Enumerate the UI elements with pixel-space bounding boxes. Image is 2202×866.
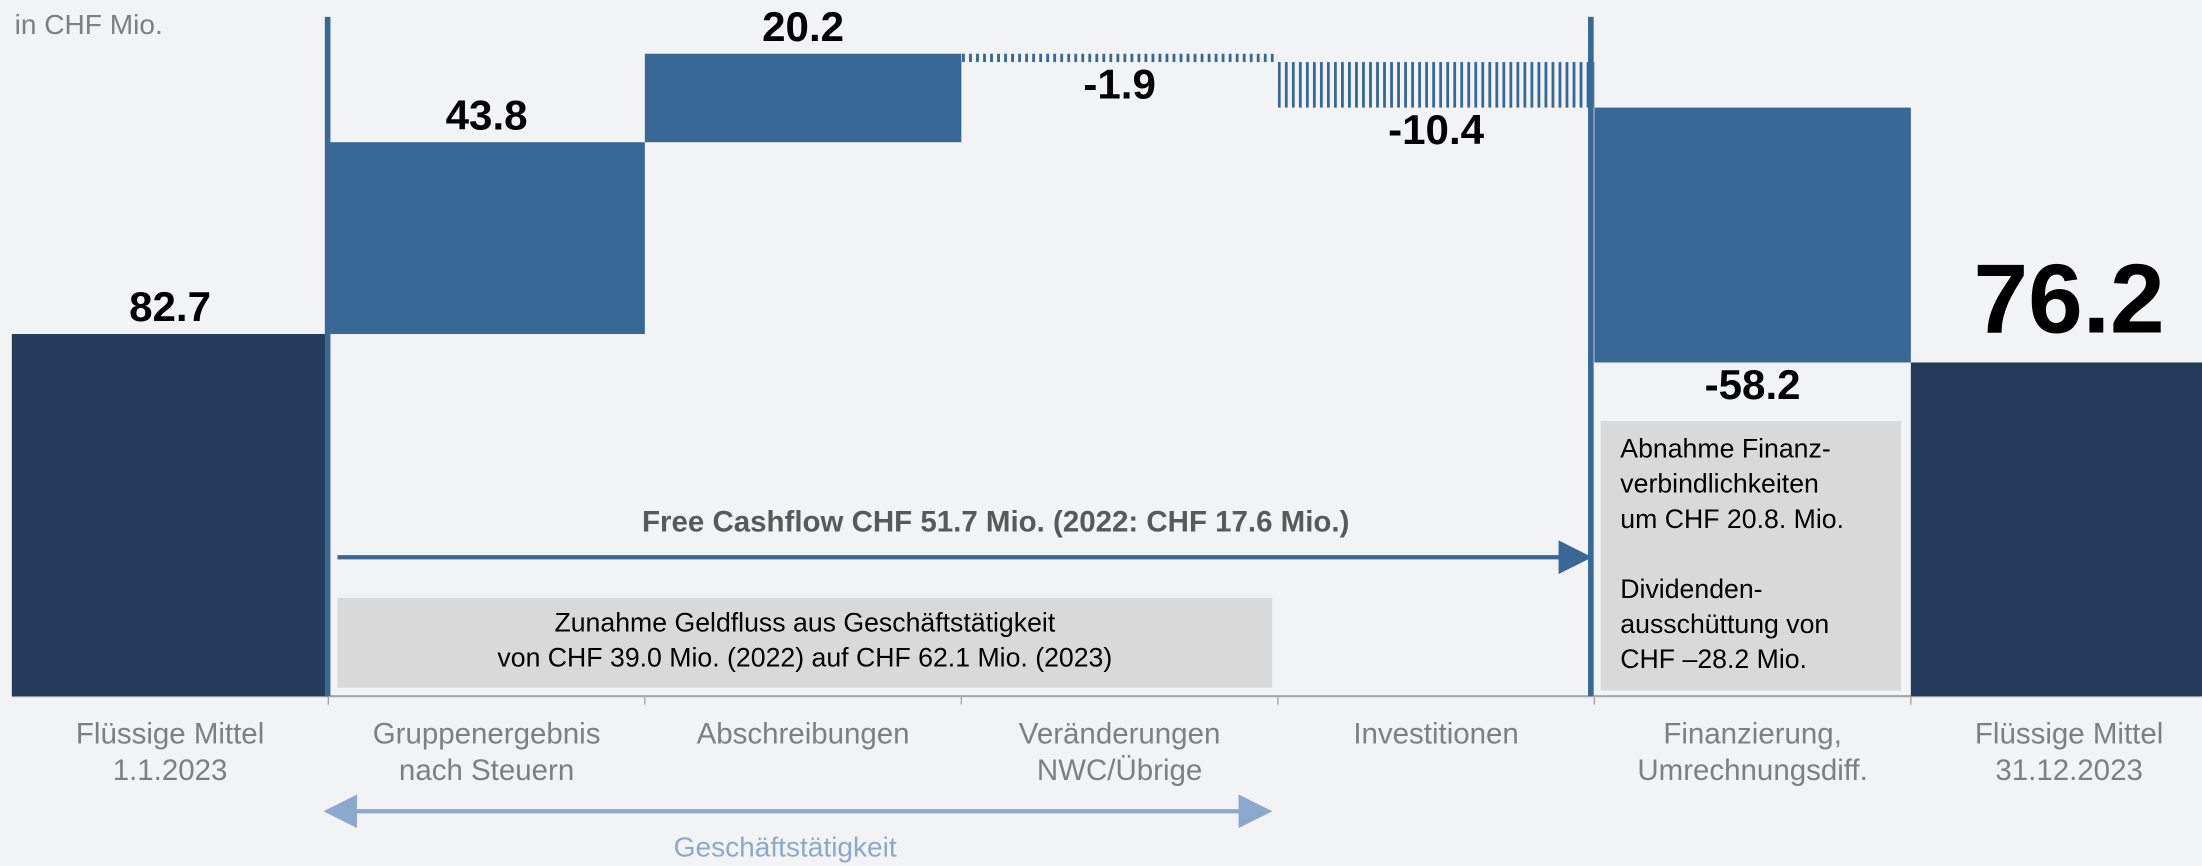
bar xyxy=(328,142,645,335)
annotation-box xyxy=(1600,421,1902,691)
annotation-box xyxy=(337,597,1273,688)
x-tick-label: Flüssige Mittel 31.12.2023 xyxy=(1975,717,2163,786)
bar xyxy=(644,53,962,143)
bar xyxy=(1594,107,1911,363)
bar xyxy=(1277,62,1595,108)
annotation-text: verbindlichkeiten xyxy=(1620,469,1819,499)
annotation-text: Abnahme Finanz- xyxy=(1620,434,1830,464)
bar xyxy=(11,334,329,697)
x-tick-label: Gruppenergebnis nach Steuern xyxy=(373,717,601,786)
value-label: -10.4 xyxy=(1388,106,1485,153)
group-label: Geschäftstätigkeit xyxy=(674,832,897,863)
value-label: 43.8 xyxy=(446,91,528,138)
value-label: -58.2 xyxy=(1705,361,1801,408)
annotation-text: Dividenden- xyxy=(1620,574,1762,604)
annotation-text: CHF –28.2 Mio. xyxy=(1620,644,1807,674)
x-tick-label: Veränderungen NWC/Übrige xyxy=(1019,717,1221,786)
value-label: 82.7 xyxy=(129,283,211,330)
annotation: Free Cashflow CHF 51.7 Mio. (2022: CHF 1… xyxy=(642,505,1349,538)
x-tick-label: Abschreibungen xyxy=(697,717,910,750)
annotation-text: ausschüttung von xyxy=(1620,609,1829,639)
x-tick-label: Flüssige Mittel 1.1.2023 xyxy=(76,717,264,786)
annotation-text: von CHF 39.0 Mio. (2022) auf CHF 62.1 Mi… xyxy=(497,643,1112,673)
value-label: -1.9 xyxy=(1083,60,1156,107)
value-label: 20.2 xyxy=(762,3,844,50)
annotation-text: um CHF 20.8. Mio. xyxy=(1620,504,1844,534)
unit-note: in CHF Mio. xyxy=(15,9,163,40)
annotation-text: Zunahme Geldfluss aus Geschäftstätigkeit xyxy=(554,608,1055,638)
x-tick-label: Finanzierung, Umrechnungsdiff. xyxy=(1637,717,1867,786)
value-label: 76.2 xyxy=(1974,243,2165,353)
x-tick-label: Investitionen xyxy=(1353,717,1518,750)
bar xyxy=(1910,362,2202,697)
bar xyxy=(961,53,1278,63)
